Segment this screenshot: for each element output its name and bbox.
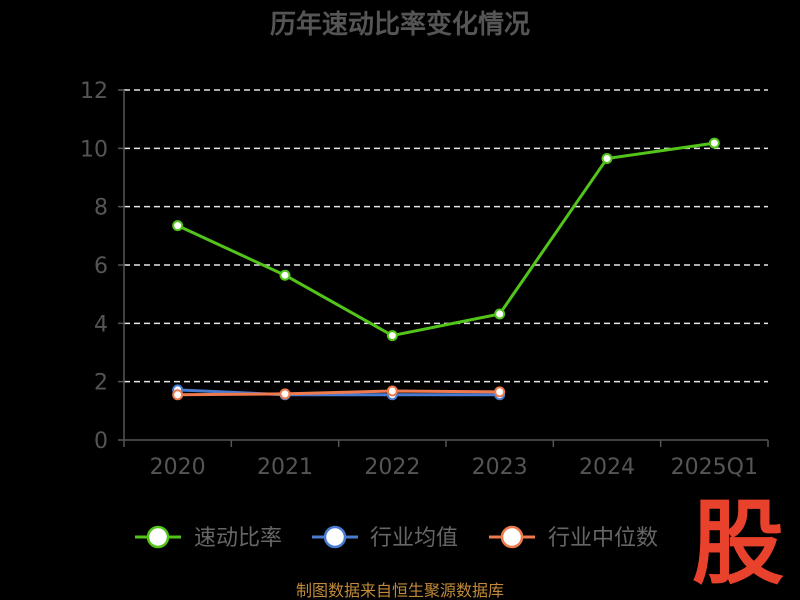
- series-line: [177, 141, 715, 338]
- y-tick-label: 10: [80, 137, 108, 162]
- x-tick-label: 2023: [472, 455, 528, 480]
- x-tick-label: 2022: [364, 455, 420, 480]
- data-point[interactable]: [279, 269, 291, 281]
- x-tick-label: 2021: [257, 455, 313, 480]
- x-tick-label: 2020: [150, 455, 206, 480]
- y-tick-label: 8: [94, 196, 108, 221]
- axes: 0 2 4 6 8 10 12 2020 2021 2022 2023 2024 2025Q1: [80, 79, 769, 480]
- data-point[interactable]: [494, 308, 506, 320]
- series-layer: [172, 137, 720, 401]
- y-tick-label: 0: [94, 429, 108, 454]
- y-tick-label: 4: [94, 312, 108, 337]
- legend-label[interactable]: 行业中位数: [548, 526, 658, 551]
- y-tick-label: 12: [80, 79, 108, 104]
- data-point[interactable]: [601, 153, 613, 165]
- grid-lines: [124, 89, 768, 383]
- legend-marker[interactable]: [323, 525, 347, 549]
- y-tick-label: 2: [94, 371, 108, 396]
- brand-logo: 股: [692, 490, 784, 597]
- legend-label[interactable]: 速动比率: [194, 526, 282, 551]
- source-note: 制图数据来自恒生聚源数据库: [296, 581, 504, 600]
- y-tick-label: 6: [94, 254, 108, 279]
- legend-label[interactable]: 行业均值: [370, 526, 458, 551]
- data-point[interactable]: [172, 220, 184, 232]
- data-point[interactable]: [279, 388, 291, 400]
- legend-marker[interactable]: [500, 525, 524, 549]
- legend: 速动比率 行业均值 行业中位数: [135, 525, 658, 551]
- data-point[interactable]: [708, 137, 720, 149]
- chart-title: 历年速动比率变化情况: [270, 9, 530, 40]
- data-point[interactable]: [386, 385, 398, 397]
- series-line: [177, 389, 500, 397]
- x-tick-label: 2025Q1: [671, 455, 758, 480]
- series-line: [177, 388, 500, 397]
- x-tick-label: 2024: [579, 455, 635, 480]
- data-point[interactable]: [494, 386, 506, 398]
- legend-marker[interactable]: [146, 525, 170, 549]
- data-point[interactable]: [386, 330, 398, 342]
- data-point[interactable]: [172, 389, 184, 401]
